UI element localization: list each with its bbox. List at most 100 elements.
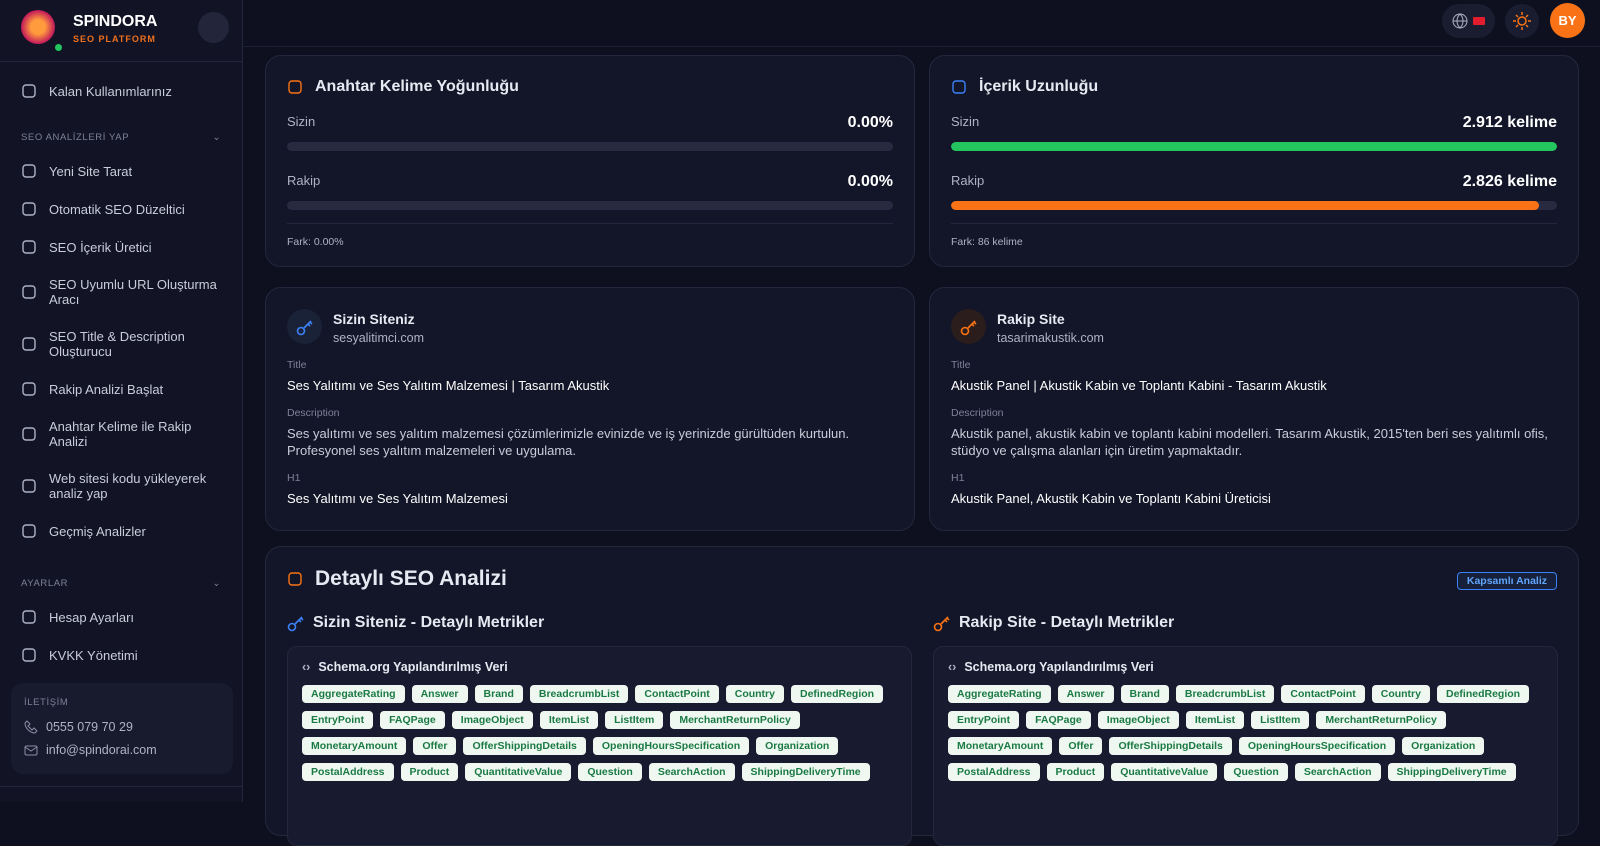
schema-tag: QuantitativeValue xyxy=(1111,763,1218,781)
nav-item[interactable]: Yeni Site Tarat xyxy=(0,152,243,190)
schema-tag: OfferShippingDetails xyxy=(1109,737,1232,755)
badge: Kapsamlı Analiz xyxy=(1456,572,1557,590)
nav-item[interactable]: SEO Uyumlu URL Oluşturma Aracı xyxy=(0,266,243,318)
schema-tag: Brand xyxy=(474,685,523,703)
site-card: Rakip Site tasarimakustik.com Title Akustik… xyxy=(929,287,1579,531)
icon xyxy=(22,382,36,396)
schema-tag: SearchAction xyxy=(1294,763,1381,781)
nav-item[interactable]: SEO İçerik Üretici xyxy=(0,228,243,266)
nav-item[interactable]: Rakip Analizi Başlat xyxy=(0,370,243,408)
metrics-column: Rakip Site - Detaylı Metrikler ‹› Schema.o… xyxy=(933,614,1558,846)
schema-tag: DefinedRegion xyxy=(790,685,884,703)
schema-tag: EntryPoint xyxy=(948,711,1020,729)
tagline: SEO PLATFORM xyxy=(73,34,156,44)
nav: Kalan Kullanımlarınız SEO ANALİZLERİ YAP ⌄… xyxy=(0,72,243,674)
nav-section[interactable]: SEO ANALİZLERİ YAP ⌄ xyxy=(0,122,243,152)
field-label: H1 xyxy=(287,472,301,484)
progress-track xyxy=(287,201,893,210)
schema-title-text: Schema.org Yapılandırılmış Veri xyxy=(318,660,508,674)
divider xyxy=(0,786,243,787)
nav-label: SEO İçerik Üretici xyxy=(49,239,152,255)
logo xyxy=(21,10,55,44)
schema-box: ‹› Schema.org Yapılandırılmış Veri Aggrega… xyxy=(933,646,1558,846)
chevron: ⌄ xyxy=(212,577,221,589)
schema-tag: Question xyxy=(578,763,642,781)
schema-tag: SearchAction xyxy=(648,763,735,781)
key-icon xyxy=(960,319,977,335)
collapse-button[interactable] xyxy=(198,12,229,43)
icon xyxy=(22,610,36,624)
field-label: Description xyxy=(951,407,1004,419)
metric-value: 2.912 kelime xyxy=(1462,114,1557,131)
sidebar: SPINDORA SEO PLATFORM Kalan Kullanımları… xyxy=(0,0,243,802)
nav-item[interactable]: Kalan Kullanımlarınız xyxy=(0,72,243,110)
nav-label: Yeni Site Tarat xyxy=(49,163,133,179)
progress-track xyxy=(951,142,1557,151)
schema-title-text: Schema.org Yapılandırılmış Veri xyxy=(964,660,1154,674)
icon xyxy=(22,479,36,493)
nav-label: Hesap Ayarları xyxy=(49,609,135,625)
nav-item[interactable]: Geçmiş Analizler xyxy=(0,512,243,550)
schema-tag: ContactPoint xyxy=(1281,685,1365,703)
key-icon xyxy=(287,616,304,632)
nav-label: SEO Uyumlu URL Oluşturma Aracı xyxy=(49,277,217,307)
icon xyxy=(22,648,36,662)
nav-label: Otomatik SEO Düzeltici xyxy=(49,201,185,217)
field-value: Akustik panel, akustik kabin ve toplantı… xyxy=(951,426,1548,458)
email[interactable]: info@spindorai.com xyxy=(24,743,220,757)
nav-item[interactable]: Hesap Ayarları xyxy=(0,598,243,636)
field-value: Ses yalıtımı ve ses yalıtım malzemesi çö… xyxy=(287,426,850,458)
nav-label: Rakip Analizi Başlat xyxy=(49,381,164,397)
nav-label: KVKK Yönetimi xyxy=(49,647,138,663)
nav-item[interactable]: KVKK Yönetimi xyxy=(0,636,243,674)
nav-item[interactable]: Otomatik SEO Düzeltici xyxy=(0,190,243,228)
site-domain: sesyalitimci.com xyxy=(333,331,424,345)
schema-tag: ContactPoint xyxy=(635,685,719,703)
schema-tag: Country xyxy=(1371,685,1430,703)
nav-item[interactable]: SEO Title & Description Oluşturucu xyxy=(0,318,243,370)
nav-item[interactable]: Anahtar Kelime ile Rakip Analizi xyxy=(0,408,243,460)
schema-tag: Offer xyxy=(413,737,457,755)
metric-card: İçerik Uzunluğu Sizin 2.912 kelime Rakip 2.8… xyxy=(929,55,1579,267)
site-heading: Rakip Site tasarimakustik.com xyxy=(997,309,1104,345)
icon xyxy=(22,84,36,98)
status-dot xyxy=(55,44,62,51)
schema-tag: OpeningHoursSpecification xyxy=(592,737,750,755)
schema-tag: FAQPage xyxy=(380,711,445,729)
icon xyxy=(22,337,36,351)
nav-section[interactable]: AYARLAR ⌄ xyxy=(0,568,243,598)
contact-title: İLETİŞİM xyxy=(24,697,69,708)
icon xyxy=(952,80,966,94)
metric-label: Rakip xyxy=(287,173,321,188)
metric-label: Rakip xyxy=(951,173,985,188)
column-heading: Rakip Site - Detaylı Metrikler xyxy=(933,614,1558,632)
nav-label: Anahtar Kelime ile Rakip Analizi xyxy=(49,419,192,449)
schema-box: ‹› Schema.org Yapılandırılmış Veri Aggrega… xyxy=(287,646,912,846)
schema-tag: Answer xyxy=(411,685,468,703)
schema-tag: PostalAddress xyxy=(948,763,1040,781)
schema-tag: ItemList xyxy=(539,711,599,729)
schema-tag: QuantitativeValue xyxy=(465,763,572,781)
metric-row: Rakip 2.826 kelime xyxy=(951,173,1557,191)
card-title: Anahtar Kelime Yoğunluğu xyxy=(287,78,893,96)
code-icon: ‹› xyxy=(948,660,957,674)
icon xyxy=(22,164,36,178)
section-title: SEO ANALİZLERİ YAP xyxy=(21,131,130,143)
schema-tag: ShippingDeliveryTime xyxy=(1387,763,1516,781)
schema-tag: BreadcrumbList xyxy=(529,685,629,703)
schema-tag: MonetaryAmount xyxy=(948,737,1053,755)
metric-row: Sizin 0.00% xyxy=(287,114,893,132)
field-label: Title xyxy=(287,359,307,371)
phone[interactable]: 0555 079 70 29 xyxy=(24,720,220,734)
site-icon xyxy=(287,309,322,344)
language-button[interactable] xyxy=(1442,4,1495,38)
chevron: ⌄ xyxy=(212,131,221,143)
nav-label: Geçmiş Analizler xyxy=(49,523,146,539)
theme-button[interactable] xyxy=(1505,4,1539,38)
avatar[interactable]: BY xyxy=(1550,3,1585,38)
schema-tag: DefinedRegion xyxy=(1436,685,1530,703)
key-icon xyxy=(933,616,950,632)
nav-item[interactable]: Web sitesi kodu yükleyerek analiz yap xyxy=(0,460,243,512)
metric-diff: Fark: 86 kelime xyxy=(951,223,1557,248)
